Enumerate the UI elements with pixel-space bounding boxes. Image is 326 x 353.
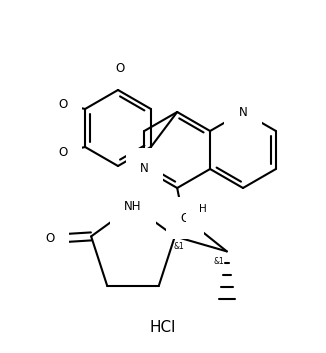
Text: O: O [58,97,68,110]
Text: N: N [140,162,149,175]
Text: HCl: HCl [150,321,176,335]
Text: O: O [46,232,55,245]
Text: O: O [181,211,190,225]
Text: O: O [58,145,68,158]
Polygon shape [175,211,199,237]
Text: N: N [239,106,247,119]
Text: &1: &1 [214,257,224,266]
Text: O: O [115,61,125,74]
Text: NH: NH [124,199,142,213]
Text: &1: &1 [173,242,184,251]
Text: H: H [199,204,207,214]
